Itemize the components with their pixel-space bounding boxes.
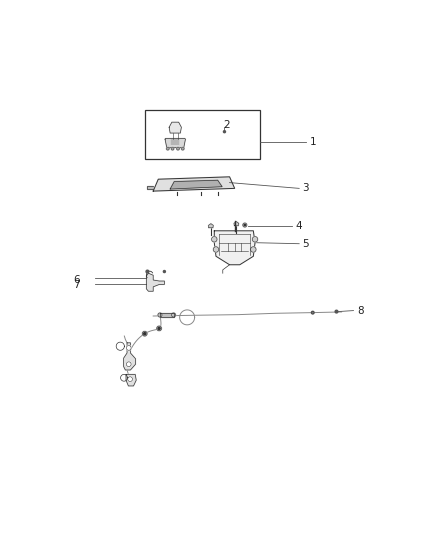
Polygon shape	[146, 273, 164, 291]
Polygon shape	[153, 177, 235, 191]
Circle shape	[157, 326, 162, 331]
Polygon shape	[169, 122, 181, 133]
Circle shape	[212, 237, 217, 242]
Polygon shape	[126, 374, 136, 386]
Circle shape	[181, 147, 184, 150]
Circle shape	[172, 313, 176, 317]
Polygon shape	[147, 186, 153, 189]
Circle shape	[128, 377, 132, 382]
Bar	[145, 110, 260, 159]
Circle shape	[127, 362, 131, 367]
Circle shape	[311, 311, 314, 314]
Circle shape	[144, 333, 146, 335]
Circle shape	[166, 147, 169, 150]
Circle shape	[251, 247, 256, 252]
Circle shape	[335, 310, 338, 313]
Text: 5: 5	[303, 239, 309, 249]
Circle shape	[163, 271, 166, 272]
Text: 3: 3	[303, 183, 309, 193]
Text: 7: 7	[74, 280, 80, 290]
Polygon shape	[234, 222, 239, 225]
Polygon shape	[170, 180, 222, 189]
Text: 2: 2	[223, 120, 230, 130]
Polygon shape	[208, 224, 213, 228]
Polygon shape	[214, 231, 255, 265]
Circle shape	[244, 224, 246, 225]
Text: 6: 6	[74, 275, 80, 285]
Circle shape	[127, 345, 131, 350]
Circle shape	[252, 237, 258, 242]
Circle shape	[171, 147, 174, 150]
Circle shape	[158, 327, 160, 329]
Circle shape	[223, 131, 226, 133]
Text: 1: 1	[309, 137, 316, 147]
Circle shape	[243, 223, 247, 227]
Circle shape	[142, 332, 147, 336]
Circle shape	[146, 270, 149, 273]
Polygon shape	[165, 139, 185, 148]
Text: 8: 8	[357, 305, 364, 316]
Circle shape	[213, 247, 219, 252]
Circle shape	[177, 147, 179, 150]
Polygon shape	[160, 313, 173, 317]
Circle shape	[158, 313, 162, 317]
Polygon shape	[124, 343, 135, 370]
Text: 4: 4	[296, 221, 302, 231]
